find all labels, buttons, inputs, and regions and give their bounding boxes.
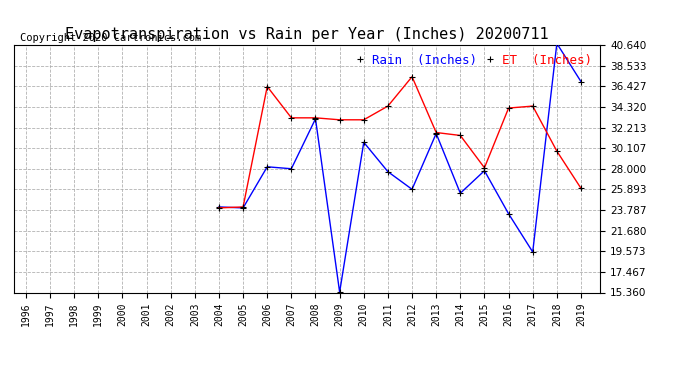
ET  (Inches) xyxy=(408,75,416,79)
Rain  (Inches) xyxy=(577,80,585,84)
ET  (Inches) xyxy=(480,165,489,170)
ET  (Inches) xyxy=(456,133,464,138)
Rain  (Inches) xyxy=(384,170,392,174)
ET  (Inches) xyxy=(504,106,513,110)
ET  (Inches) xyxy=(335,117,344,122)
Line: Rain  (Inches): Rain (Inches) xyxy=(216,40,584,295)
Title: Evapotranspiration vs Rain per Year (Inches) 20200711: Evapotranspiration vs Rain per Year (Inc… xyxy=(66,27,549,42)
ET  (Inches) xyxy=(263,84,271,89)
Rain  (Inches) xyxy=(215,205,223,209)
ET  (Inches) xyxy=(384,104,392,108)
Rain  (Inches) xyxy=(456,191,464,195)
ET  (Inches) xyxy=(239,205,247,209)
ET  (Inches) xyxy=(215,206,223,210)
Line: ET  (Inches): ET (Inches) xyxy=(216,74,584,211)
Rain  (Inches) xyxy=(480,168,489,173)
ET  (Inches) xyxy=(529,104,537,108)
Rain  (Inches) xyxy=(553,41,561,46)
Rain  (Inches) xyxy=(287,166,295,171)
Rain  (Inches) xyxy=(335,290,344,294)
Rain  (Inches) xyxy=(311,117,319,121)
Rain  (Inches) xyxy=(529,250,537,254)
ET  (Inches) xyxy=(287,116,295,120)
ET  (Inches) xyxy=(432,130,440,135)
Rain  (Inches) xyxy=(408,187,416,192)
Text: Copyright 2020 Cartronics.com: Copyright 2020 Cartronics.com xyxy=(19,33,201,42)
Rain  (Inches) xyxy=(504,211,513,216)
Rain  (Inches) xyxy=(239,206,247,210)
Rain  (Inches) xyxy=(359,140,368,145)
ET  (Inches) xyxy=(311,116,319,120)
Legend: Rain  (Inches), ET  (Inches): Rain (Inches), ET (Inches) xyxy=(351,51,594,69)
Rain  (Inches) xyxy=(432,131,440,136)
Rain  (Inches) xyxy=(263,165,271,169)
ET  (Inches) xyxy=(553,149,561,153)
ET  (Inches) xyxy=(359,117,368,122)
ET  (Inches) xyxy=(577,186,585,190)
